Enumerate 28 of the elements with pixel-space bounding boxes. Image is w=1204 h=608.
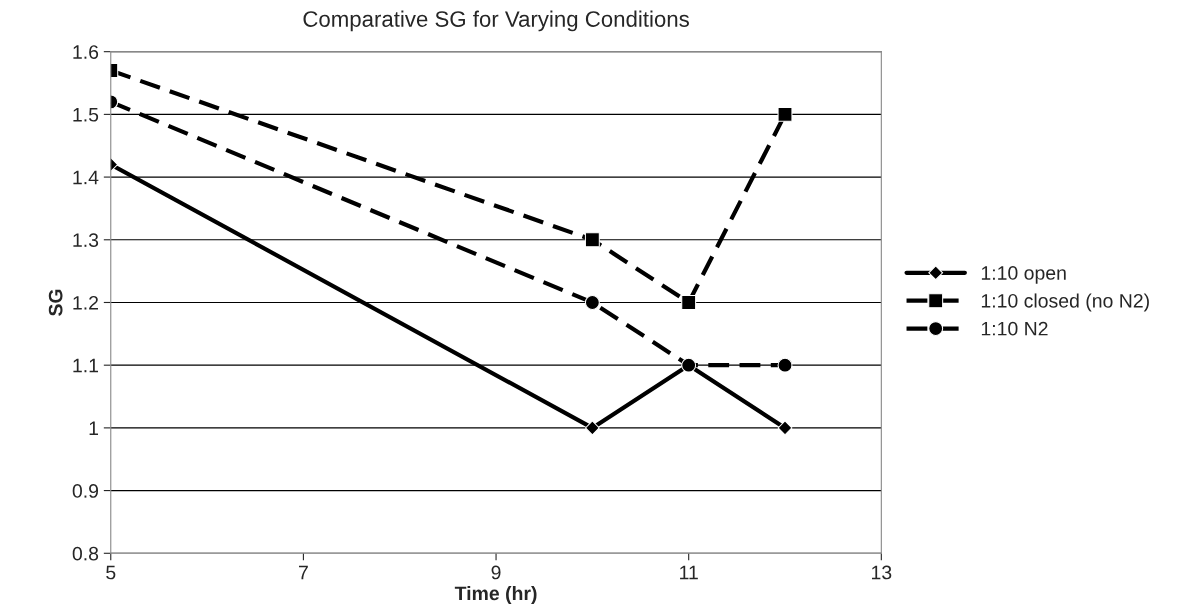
- y-tick-label: 1.5: [73, 108, 99, 122]
- legend-label: 1:10 open: [981, 266, 1066, 284]
- point: [681, 357, 697, 373]
- x-axis-title: Time (hr): [454, 585, 537, 605]
- point: [777, 106, 793, 122]
- x-tick-label: 13: [872, 565, 892, 580]
- y-tick-label: 1.2: [73, 295, 98, 310]
- point: [584, 232, 600, 248]
- y-tick-label: 1.6: [73, 45, 99, 59]
- legend-label: 1:10 closed (no N2): [981, 293, 1149, 312]
- point: [584, 295, 600, 310]
- x-tick-label: 5: [106, 565, 116, 580]
- x-tick-label: 7: [299, 565, 308, 580]
- y-tick-label: 1.3: [73, 233, 99, 248]
- y-tick-label: 1: [89, 421, 99, 435]
- point: [777, 420, 793, 436]
- point: [584, 420, 600, 436]
- y-axis-title: SG: [48, 289, 63, 316]
- y-tick-label: 1.4: [73, 170, 99, 185]
- x-tick-label: 11: [680, 565, 698, 580]
- y-tick-label: 0.8: [72, 546, 99, 561]
- legend-label: 1:10 N2: [981, 321, 1048, 336]
- chart-title: Comparative SG for Varying Conditions: [303, 10, 689, 32]
- y-tick-label: 1.1: [73, 358, 99, 373]
- x-tick-label: 9: [491, 565, 501, 580]
- point: [777, 357, 793, 373]
- y-tick-label: 0.9: [72, 484, 99, 498]
- point: [681, 295, 697, 310]
